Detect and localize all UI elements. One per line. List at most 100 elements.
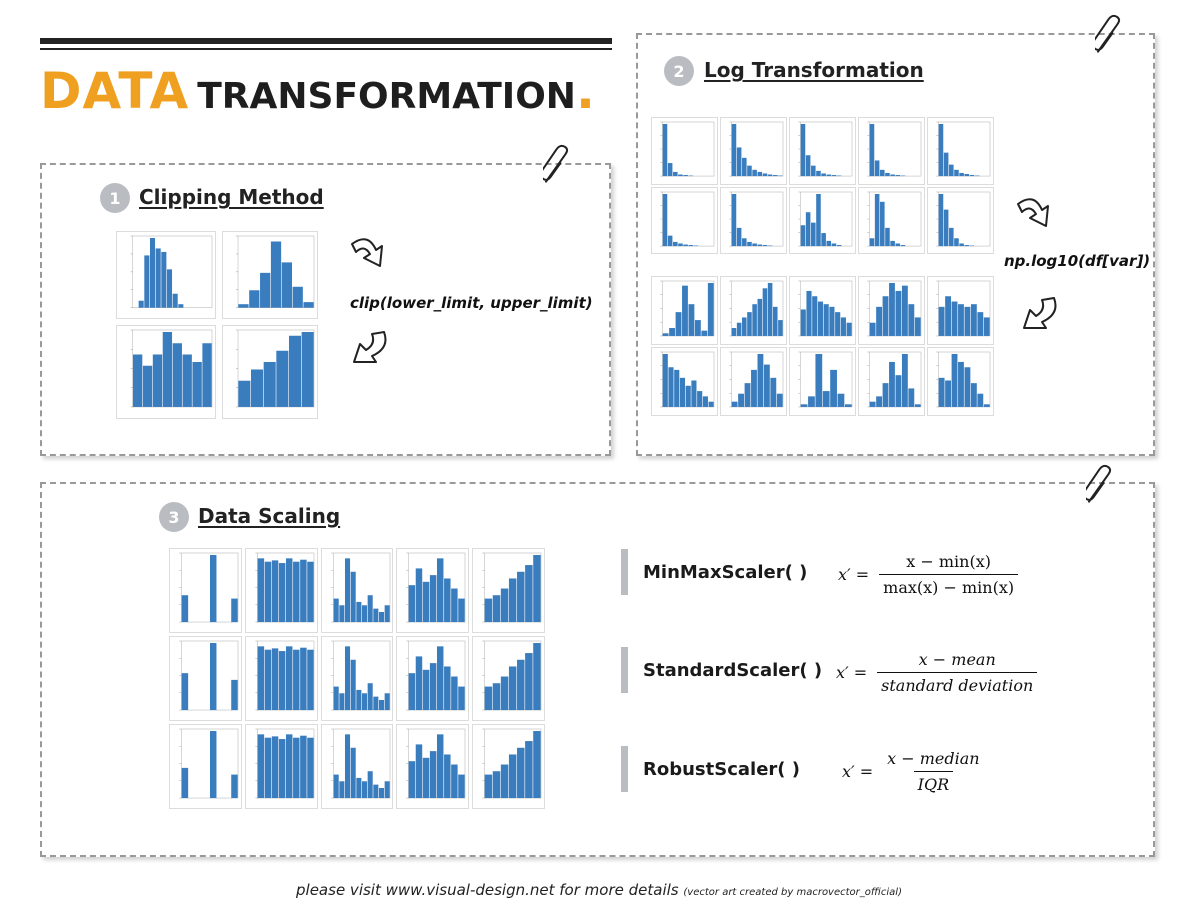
histogram-bar (161, 251, 167, 308)
histogram-bar (444, 754, 451, 799)
histogram-bar (181, 595, 189, 623)
clipping-after-plot (222, 325, 318, 419)
histogram-bar (344, 646, 350, 711)
histogram-bar (138, 300, 144, 308)
histogram-bar (900, 175, 906, 177)
histogram-bar (964, 367, 971, 407)
histogram-bar (951, 354, 958, 407)
robust-scaler-name: RobustScaler( ) (643, 759, 800, 780)
histogram-bar (977, 393, 984, 407)
histogram-bar (209, 555, 217, 623)
histogram-svg (482, 552, 542, 623)
histogram-axes (181, 552, 239, 623)
histogram-bar (307, 649, 314, 711)
scaling-grid-cell (396, 548, 470, 633)
histogram-bar (767, 174, 773, 177)
paperclip-icon (1086, 464, 1112, 503)
histogram-bar (826, 240, 832, 246)
histogram-bar (384, 781, 390, 799)
histogram-bar (821, 173, 826, 177)
histogram-bar (338, 605, 344, 623)
scaling-plot-grid (169, 548, 545, 809)
histogram-axes (938, 351, 991, 408)
histogram-bar (805, 155, 811, 177)
scaler-accent-bar (621, 549, 628, 595)
histogram-bar (178, 304, 184, 308)
histogram-svg (482, 728, 542, 799)
histogram-bar (901, 354, 908, 407)
histogram-svg (936, 280, 991, 337)
histogram-bar (361, 781, 367, 799)
histogram-bar (292, 737, 300, 799)
histogram-bar (826, 174, 832, 177)
histogram-bar (731, 124, 737, 177)
histogram-bar (694, 320, 701, 336)
histogram-bar (762, 244, 768, 246)
histogram-bar (384, 693, 390, 711)
histogram-bar (355, 777, 361, 799)
histogram-bar (292, 286, 303, 308)
log-code: np.log10(df[var]) (1004, 252, 1151, 270)
histogram-svg (255, 552, 315, 623)
clipping-before-plot (116, 231, 216, 319)
histogram-svg (660, 280, 715, 337)
histogram-svg (729, 191, 784, 246)
histogram-bar (437, 558, 444, 623)
histogram-bar (969, 245, 975, 246)
histogram-svg (406, 552, 466, 623)
scaling-grid-cell (472, 548, 545, 633)
histogram-bar (708, 401, 714, 407)
histogram-bar (938, 306, 945, 336)
histogram-svg (867, 121, 922, 177)
histogram-bar (983, 404, 990, 407)
histogram-bar (943, 152, 949, 177)
histogram-bar (683, 244, 688, 246)
histogram-bar (945, 380, 951, 407)
histogram-bar (736, 147, 742, 177)
histogram-bar (367, 683, 373, 711)
histogram-axes (869, 121, 922, 177)
histogram-bar (742, 237, 747, 246)
histogram-bar (372, 696, 378, 711)
histogram-bar (264, 737, 272, 799)
histogram-axes (731, 351, 784, 408)
histogram-bar (416, 568, 423, 623)
histogram-bar (890, 174, 895, 177)
scaler-accent-bar (621, 647, 628, 693)
histogram-bar (152, 354, 163, 407)
curved-arrow-icon (1023, 297, 1057, 329)
histogram-bar (299, 735, 307, 799)
histogram-bar (132, 354, 143, 407)
histogram-svg (179, 552, 239, 623)
formula-fraction: x − min(x) max(x) − min(x) (879, 552, 1019, 597)
histogram-bar (846, 322, 852, 336)
log-after-grid-cell (789, 347, 856, 416)
histogram-bar (501, 676, 509, 711)
histogram-bar (367, 771, 373, 799)
histogram-bar (333, 686, 339, 711)
histogram-bar (281, 262, 292, 308)
histogram-bar (817, 301, 824, 336)
clipping-title: Clipping Method (139, 185, 324, 209)
histogram-bar (964, 306, 971, 336)
histogram-bar (181, 767, 189, 799)
histogram-axes (938, 121, 991, 177)
histogram-bar (800, 309, 806, 336)
log-after-grid-cell (651, 347, 718, 416)
histogram-bar (231, 679, 238, 711)
histogram-svg (936, 121, 991, 177)
log-before-grid-cell (789, 117, 856, 185)
histogram-bar (285, 558, 293, 623)
histogram-bar (361, 605, 367, 623)
log-before-grid-cell (927, 186, 994, 254)
histogram-bar (844, 404, 852, 407)
histogram-bar (338, 781, 344, 799)
histogram-bar (895, 290, 902, 336)
histogram-bar (271, 560, 279, 623)
histogram-bar (202, 343, 212, 407)
log-before-grid-cell (720, 117, 787, 185)
scaling-grid-cell (169, 548, 242, 633)
title-main: TRANSFORMATION (197, 76, 576, 117)
histogram-bar (484, 598, 493, 623)
histogram-bar (836, 175, 842, 177)
